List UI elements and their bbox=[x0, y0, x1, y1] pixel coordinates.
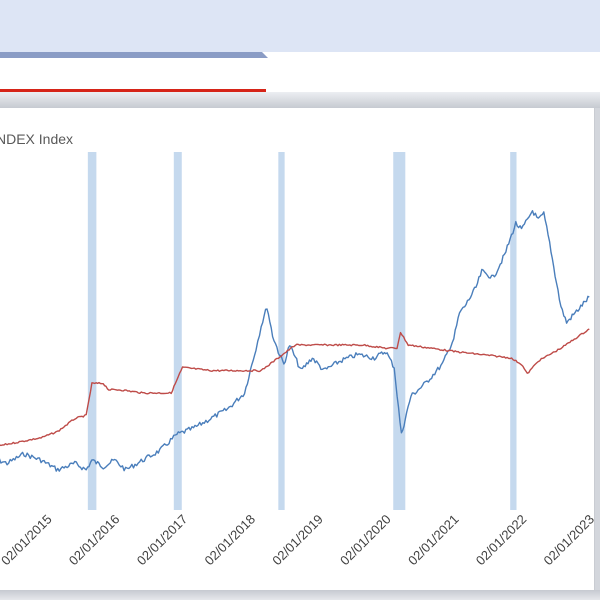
x-tick-label: 02/01/2017 bbox=[134, 512, 191, 569]
series-lines bbox=[0, 209, 590, 472]
x-tick-label: 02/01/2015 bbox=[0, 512, 55, 569]
shaded-period-1 bbox=[87, 152, 97, 510]
chart-frame-bottom bbox=[0, 590, 600, 600]
vertical-scrollbar[interactable] bbox=[595, 108, 600, 590]
series-line-1 bbox=[0, 209, 590, 472]
x-tick-label: 02/01/2021 bbox=[405, 512, 462, 569]
x-tick-label: 02/01/2022 bbox=[473, 512, 530, 569]
chart-title: NDEX Index bbox=[0, 131, 74, 147]
chart-frame-top bbox=[0, 92, 600, 108]
x-tick-label: 02/01/2019 bbox=[269, 512, 326, 569]
chart-frame bbox=[0, 108, 595, 590]
shaded-periods bbox=[87, 152, 517, 510]
x-tick-label: 02/01/2018 bbox=[202, 512, 259, 569]
shaded-period-5 bbox=[510, 152, 517, 510]
toolbar-strip bbox=[0, 58, 600, 88]
shaded-period-4 bbox=[393, 152, 406, 510]
window-header-band bbox=[0, 0, 600, 52]
x-tick-label: 02/01/2023 bbox=[541, 512, 598, 569]
series-line-2 bbox=[0, 328, 590, 447]
x-tick-label: 02/01/2016 bbox=[66, 512, 123, 569]
x-axis-tick-labels: 02/01/2015 02/01/2016 02/01/2017 02/01/2018… bbox=[0, 512, 597, 569]
x-tick-label: 02/01/2020 bbox=[337, 512, 394, 569]
shaded-period-2 bbox=[173, 152, 182, 510]
shaded-period-3 bbox=[278, 152, 285, 510]
active-tab-marker bbox=[0, 52, 268, 58]
tab-underline bbox=[0, 89, 266, 92]
